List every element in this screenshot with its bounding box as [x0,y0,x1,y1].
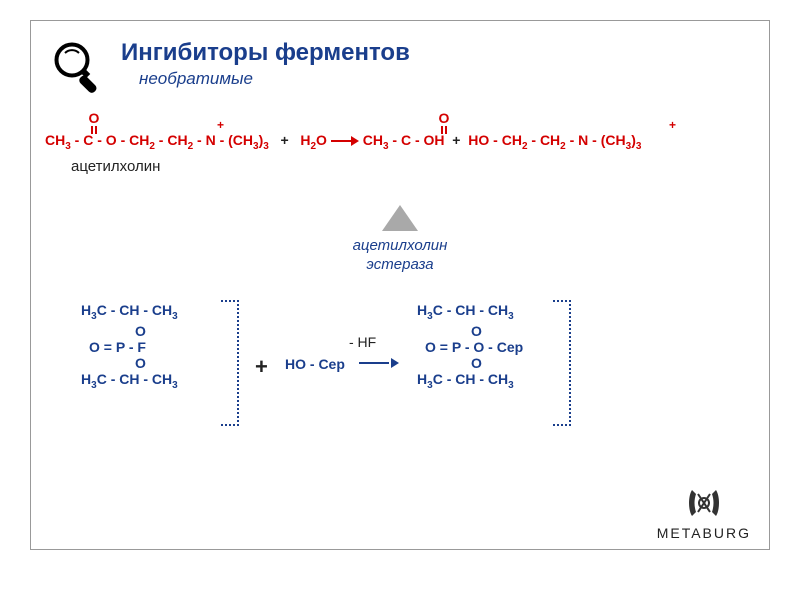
charge-plus-2: + [669,119,676,131]
reaction-2: H3C - CH - CH3 O O = P - F O H3C - CH - … [81,302,749,442]
oxygen-double-bond-2: O [437,111,451,134]
slide-title: Ингибиторы ферментов [121,39,410,67]
dfp-structure-left: H3C - CH - CH3 O O = P - F O H3C - CH - … [81,302,178,391]
serine-label: HO - Сер [285,356,345,372]
dotted-bracket-right [553,300,571,426]
charge-plus-1: + [217,119,224,131]
reaction-arrow-1 [331,136,359,146]
logo-text: METABURG [657,525,751,541]
dotted-bracket-left [221,300,239,426]
enzyme-label: ацетилхолин эстераза [51,237,749,275]
plus-1: + [281,132,289,148]
slide-subtitle: необратимые [139,69,410,89]
header: Ингибиторы ферментов необратимые [51,39,749,93]
slide-frame: Ингибиторы ферментов необратимые O O + +… [30,20,770,550]
magnifier-icon [51,39,105,93]
logo-icon [672,486,736,520]
reaction-arrow-2 [359,358,399,368]
oxygen-double-bond-1: O [87,111,101,134]
minus-hf-label: - HF [349,334,376,350]
reaction-1: O O + + CH3 - C - O - CH2 - CH2 - N - (C… [45,133,749,152]
plus-2: + [452,132,460,148]
metaburg-logo: METABURG [657,486,751,541]
acetylcholine-label: ацетилхолин [71,158,749,175]
water-formula: H2O [300,132,327,148]
big-plus: + [255,354,268,380]
acetic-acid-formula: CH3 - C - OH [363,132,445,148]
dfp-serine-adduct: H3C - CH - CH3 O O = P - O - Сер O H3C -… [417,302,523,391]
choline-formula: HO - CH2 - CH2 - N - (CH3)3 [468,132,641,148]
acetylcholine-formula: CH3 - C - O - CH2 - CH2 - N - (CH3)3 [45,132,269,148]
enzyme-triangle-icon [382,205,418,231]
